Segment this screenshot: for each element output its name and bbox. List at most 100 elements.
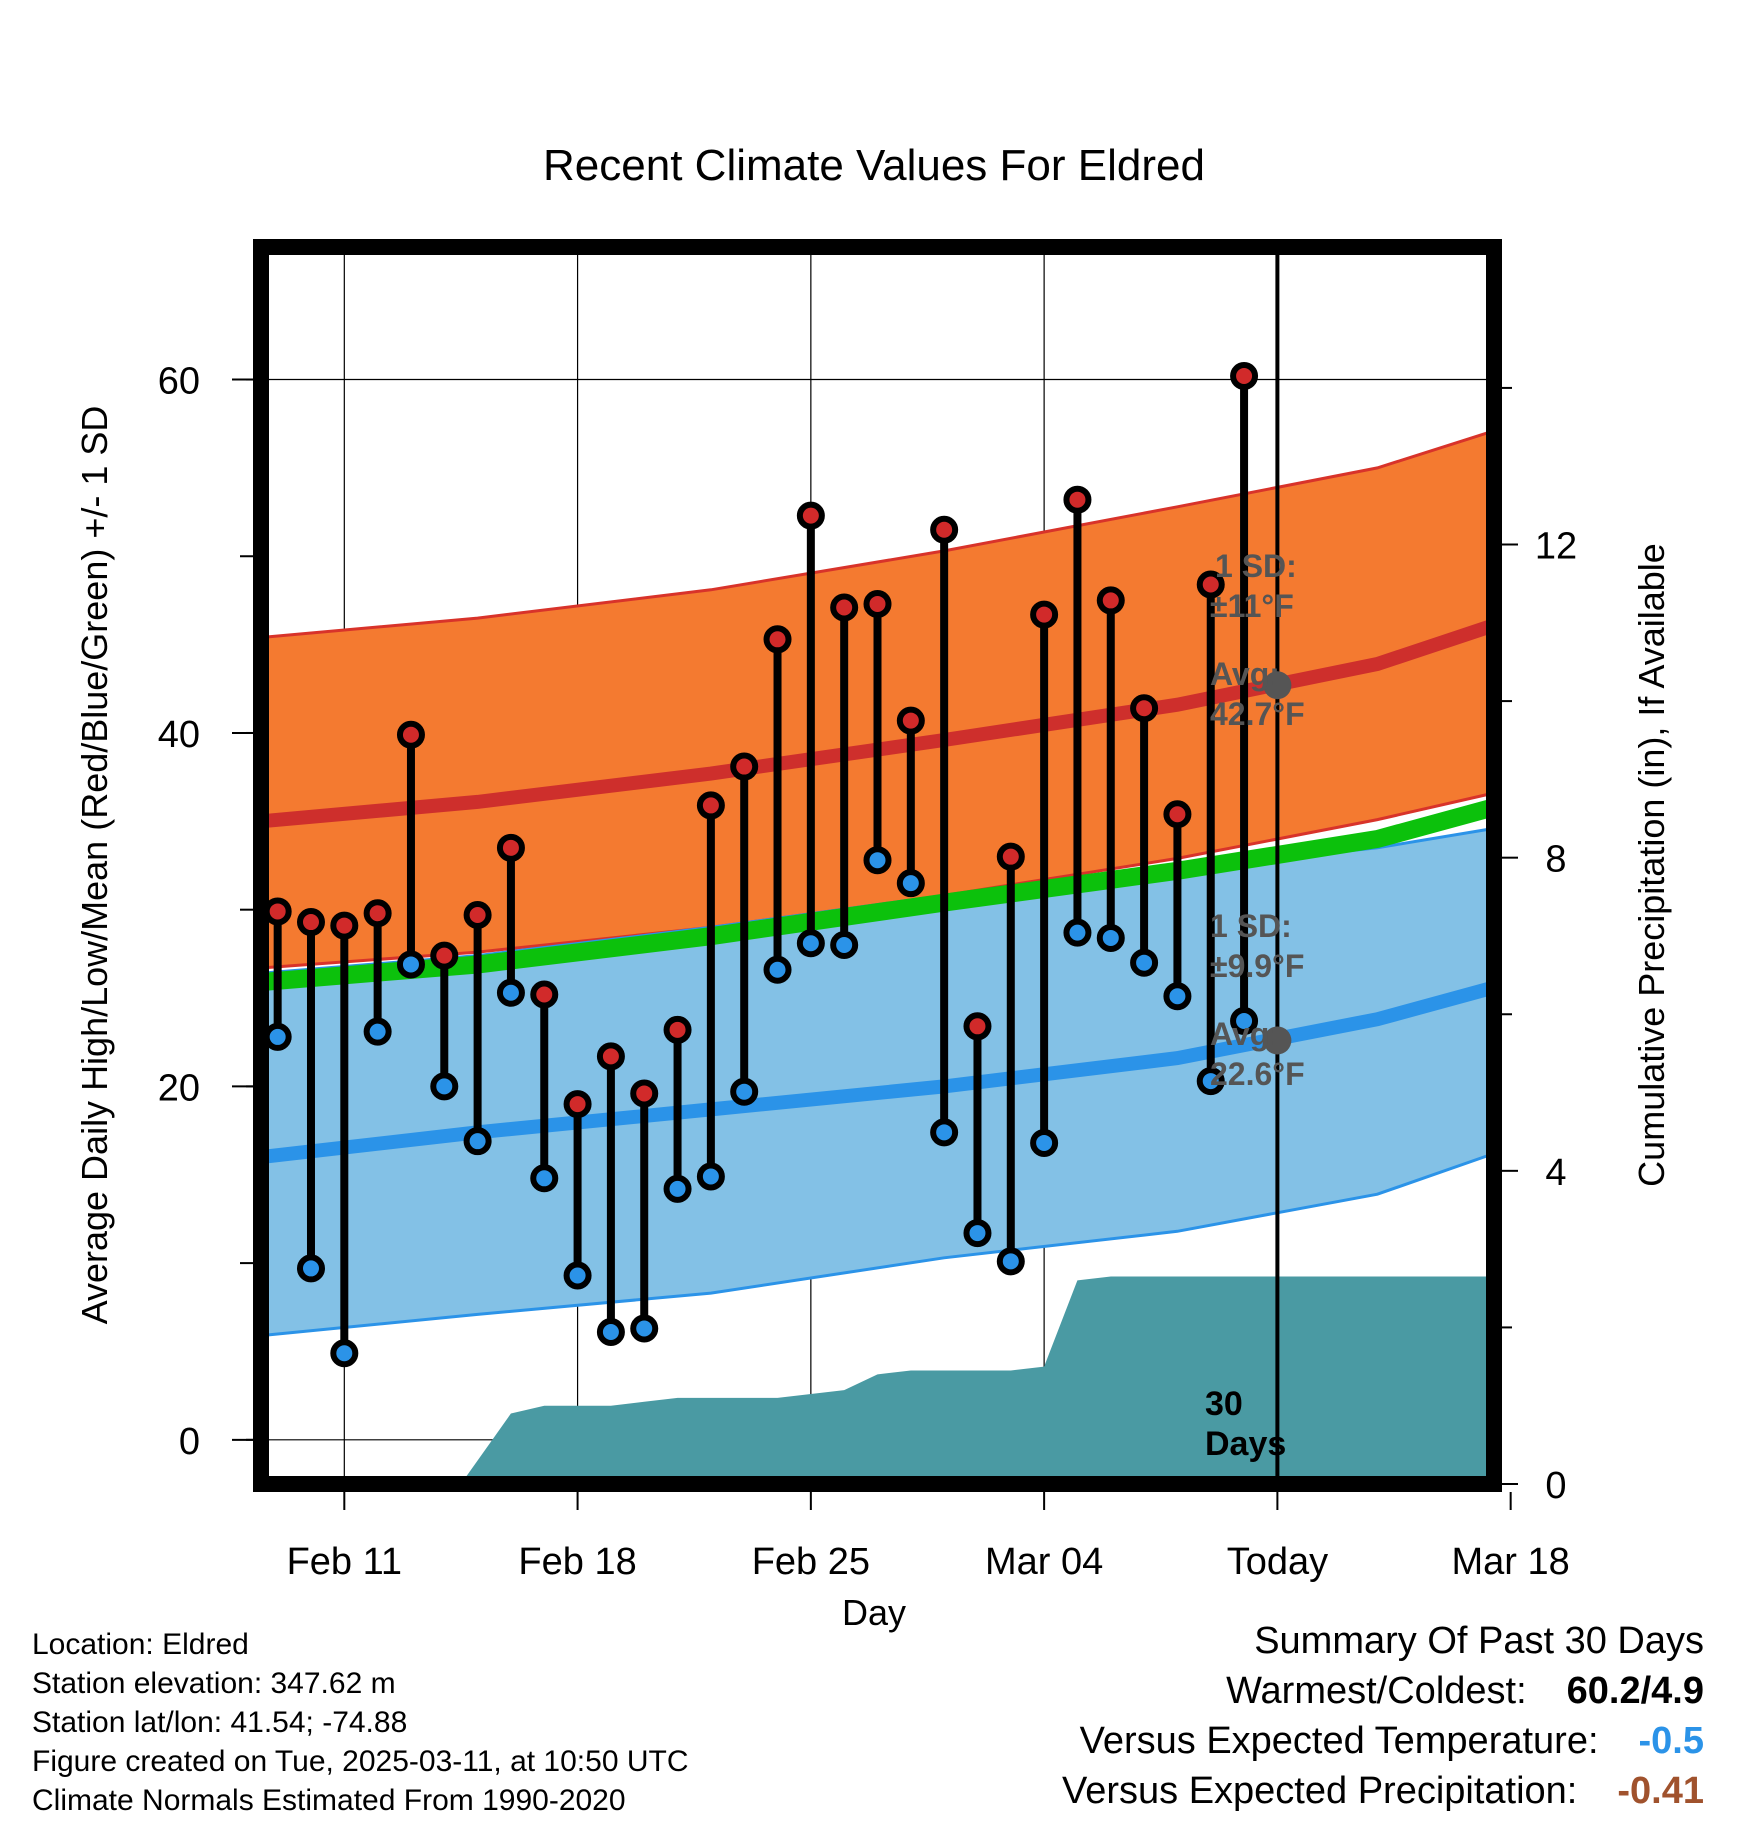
high-sd-label: 1 SD: <box>1215 548 1297 584</box>
daily-high-point <box>463 900 492 929</box>
y2-tick-label: 4 <box>1545 1152 1566 1194</box>
daily-low-point <box>796 929 825 958</box>
daily-points <box>263 362 1259 1368</box>
daily-low-point <box>563 1261 592 1290</box>
daily-high-point <box>663 1015 692 1044</box>
temp-label: Versus Expected Temperature: <box>1079 1720 1599 1762</box>
daily-high-point <box>963 1012 992 1041</box>
daily-low-point <box>963 1219 992 1248</box>
daily-low-point <box>330 1339 359 1368</box>
x-tick-label: Today <box>1227 1541 1328 1583</box>
warmest-value: 60.2/4.9 <box>1566 1670 1704 1712</box>
daily-low-point <box>1063 918 1092 947</box>
y2-tick-label: 8 <box>1545 839 1566 881</box>
daily-low-point <box>696 1162 725 1191</box>
daily-low-point <box>263 1022 292 1051</box>
daily-high-point <box>496 833 525 862</box>
daily-low-point <box>996 1247 1025 1276</box>
daily-high-point <box>363 899 392 928</box>
high-avg-value: 42.7°F <box>1210 696 1305 732</box>
daily-high-point <box>930 515 959 544</box>
y-axis-title: Average Daily High/Low/Mean (Red/Blue/Gr… <box>74 406 115 1325</box>
days-word: Days <box>1205 1425 1286 1463</box>
daily-high-point <box>1196 570 1225 599</box>
daily-high-point <box>330 911 359 940</box>
daily-low-point <box>530 1164 559 1193</box>
x-tick-label: Feb 11 <box>287 1541 402 1583</box>
daily-high-point <box>696 791 725 820</box>
daily-high-point <box>630 1079 659 1108</box>
created-text: Figure created on Tue, 2025-03-11, at 10… <box>32 1745 689 1778</box>
precip-value: -0.41 <box>1617 1770 1704 1812</box>
daily-high-point <box>1063 485 1092 514</box>
annotations: 1 SD: ±11°F Avg: 42.7°F 1 SD: ±9.9°F Avg… <box>1205 548 1305 1463</box>
daily-low-point <box>630 1314 659 1343</box>
daily-low-point <box>1163 982 1192 1011</box>
daily-low-point <box>1096 923 1125 952</box>
y2-tick-label: 0 <box>1545 1465 1566 1507</box>
temp-row: Versus Expected Temperature: -0.5 <box>804 1720 1704 1770</box>
y-tick-label: 60 <box>158 361 200 403</box>
x-axis-title: Day <box>842 1592 906 1633</box>
chart-title: Recent Climate Values For Eldred <box>543 141 1205 190</box>
x-tick-label: Feb 18 <box>518 1541 636 1583</box>
daily-high-point <box>530 980 559 1009</box>
daily-low-point <box>896 869 925 898</box>
temp-value: -0.5 <box>1638 1720 1704 1762</box>
normal-bands <box>260 429 1497 1338</box>
summary-panel: Summary Of Past 30 Days Warmest/Coldest:… <box>804 1620 1704 1820</box>
y2-axis-title: Cumulative Precipitation (in), If Availa… <box>1631 543 1672 1187</box>
daily-low-point <box>396 950 425 979</box>
daily-high-point <box>730 752 759 781</box>
daily-high-point <box>863 589 892 618</box>
low-avg-value: 22.6°F <box>1210 1056 1305 1092</box>
today-avg-low-marker <box>1263 1026 1292 1055</box>
plot-area <box>260 247 1497 1484</box>
x-tick-label: Mar 18 <box>1452 1541 1570 1583</box>
daily-low-point <box>930 1118 959 1147</box>
precip-area <box>460 1276 1494 1484</box>
warmest-row: Warmest/Coldest: 60.2/4.9 <box>804 1670 1704 1720</box>
daily-high-point <box>1130 694 1159 723</box>
daily-low-point <box>463 1127 492 1156</box>
daily-high-point <box>596 1042 625 1071</box>
daily-range-bars <box>273 376 1249 1354</box>
daily-low-point <box>596 1318 625 1347</box>
x-tick-label: Feb 25 <box>752 1541 870 1583</box>
high-avg-label: Avg: <box>1210 656 1280 692</box>
daily-high-point <box>1230 362 1259 391</box>
today-avg-high-marker <box>1263 671 1292 700</box>
y-tick-label: 0 <box>179 1421 200 1463</box>
summary-title: Summary Of Past 30 Days <box>1254 1620 1704 1662</box>
daily-high-point <box>796 501 825 530</box>
daily-low-point <box>363 1017 392 1046</box>
daily-high-point <box>296 908 325 937</box>
daily-low-point <box>496 978 525 1007</box>
daily-high-point <box>1163 800 1192 829</box>
daily-high-point <box>1030 600 1059 629</box>
x-tick-label: Mar 04 <box>985 1541 1103 1583</box>
y-tick-label: 40 <box>158 714 200 756</box>
daily-low-point <box>1230 1007 1259 1036</box>
daily-low-point <box>1130 948 1159 977</box>
daily-low-point <box>763 955 792 984</box>
precipitation-area <box>460 1276 1494 1484</box>
daily-low-point <box>1196 1067 1225 1096</box>
high-sd-value: ±11°F <box>1210 588 1294 624</box>
daily-low-point <box>730 1077 759 1106</box>
daily-high-point <box>430 941 459 970</box>
y2-tick-label: 12 <box>1535 526 1577 568</box>
daily-high-point <box>263 897 292 926</box>
station-info: Location: Eldred Station elevation: 347.… <box>32 1625 689 1820</box>
precip-label: Versus Expected Precipitation: <box>1061 1770 1578 1812</box>
daily-high-point <box>396 720 425 749</box>
y-axis-ticks: 0 20 40 60 <box>158 361 261 1463</box>
low-sd-value: ±9.9°F <box>1210 948 1304 984</box>
days-count: 30 <box>1205 1385 1243 1423</box>
daily-low-point <box>430 1072 459 1101</box>
daily-high-point <box>1096 586 1125 615</box>
elevation-text: Station elevation: 347.62 m <box>32 1667 396 1700</box>
daily-high-point <box>996 842 1025 871</box>
daily-high-point <box>763 625 792 654</box>
